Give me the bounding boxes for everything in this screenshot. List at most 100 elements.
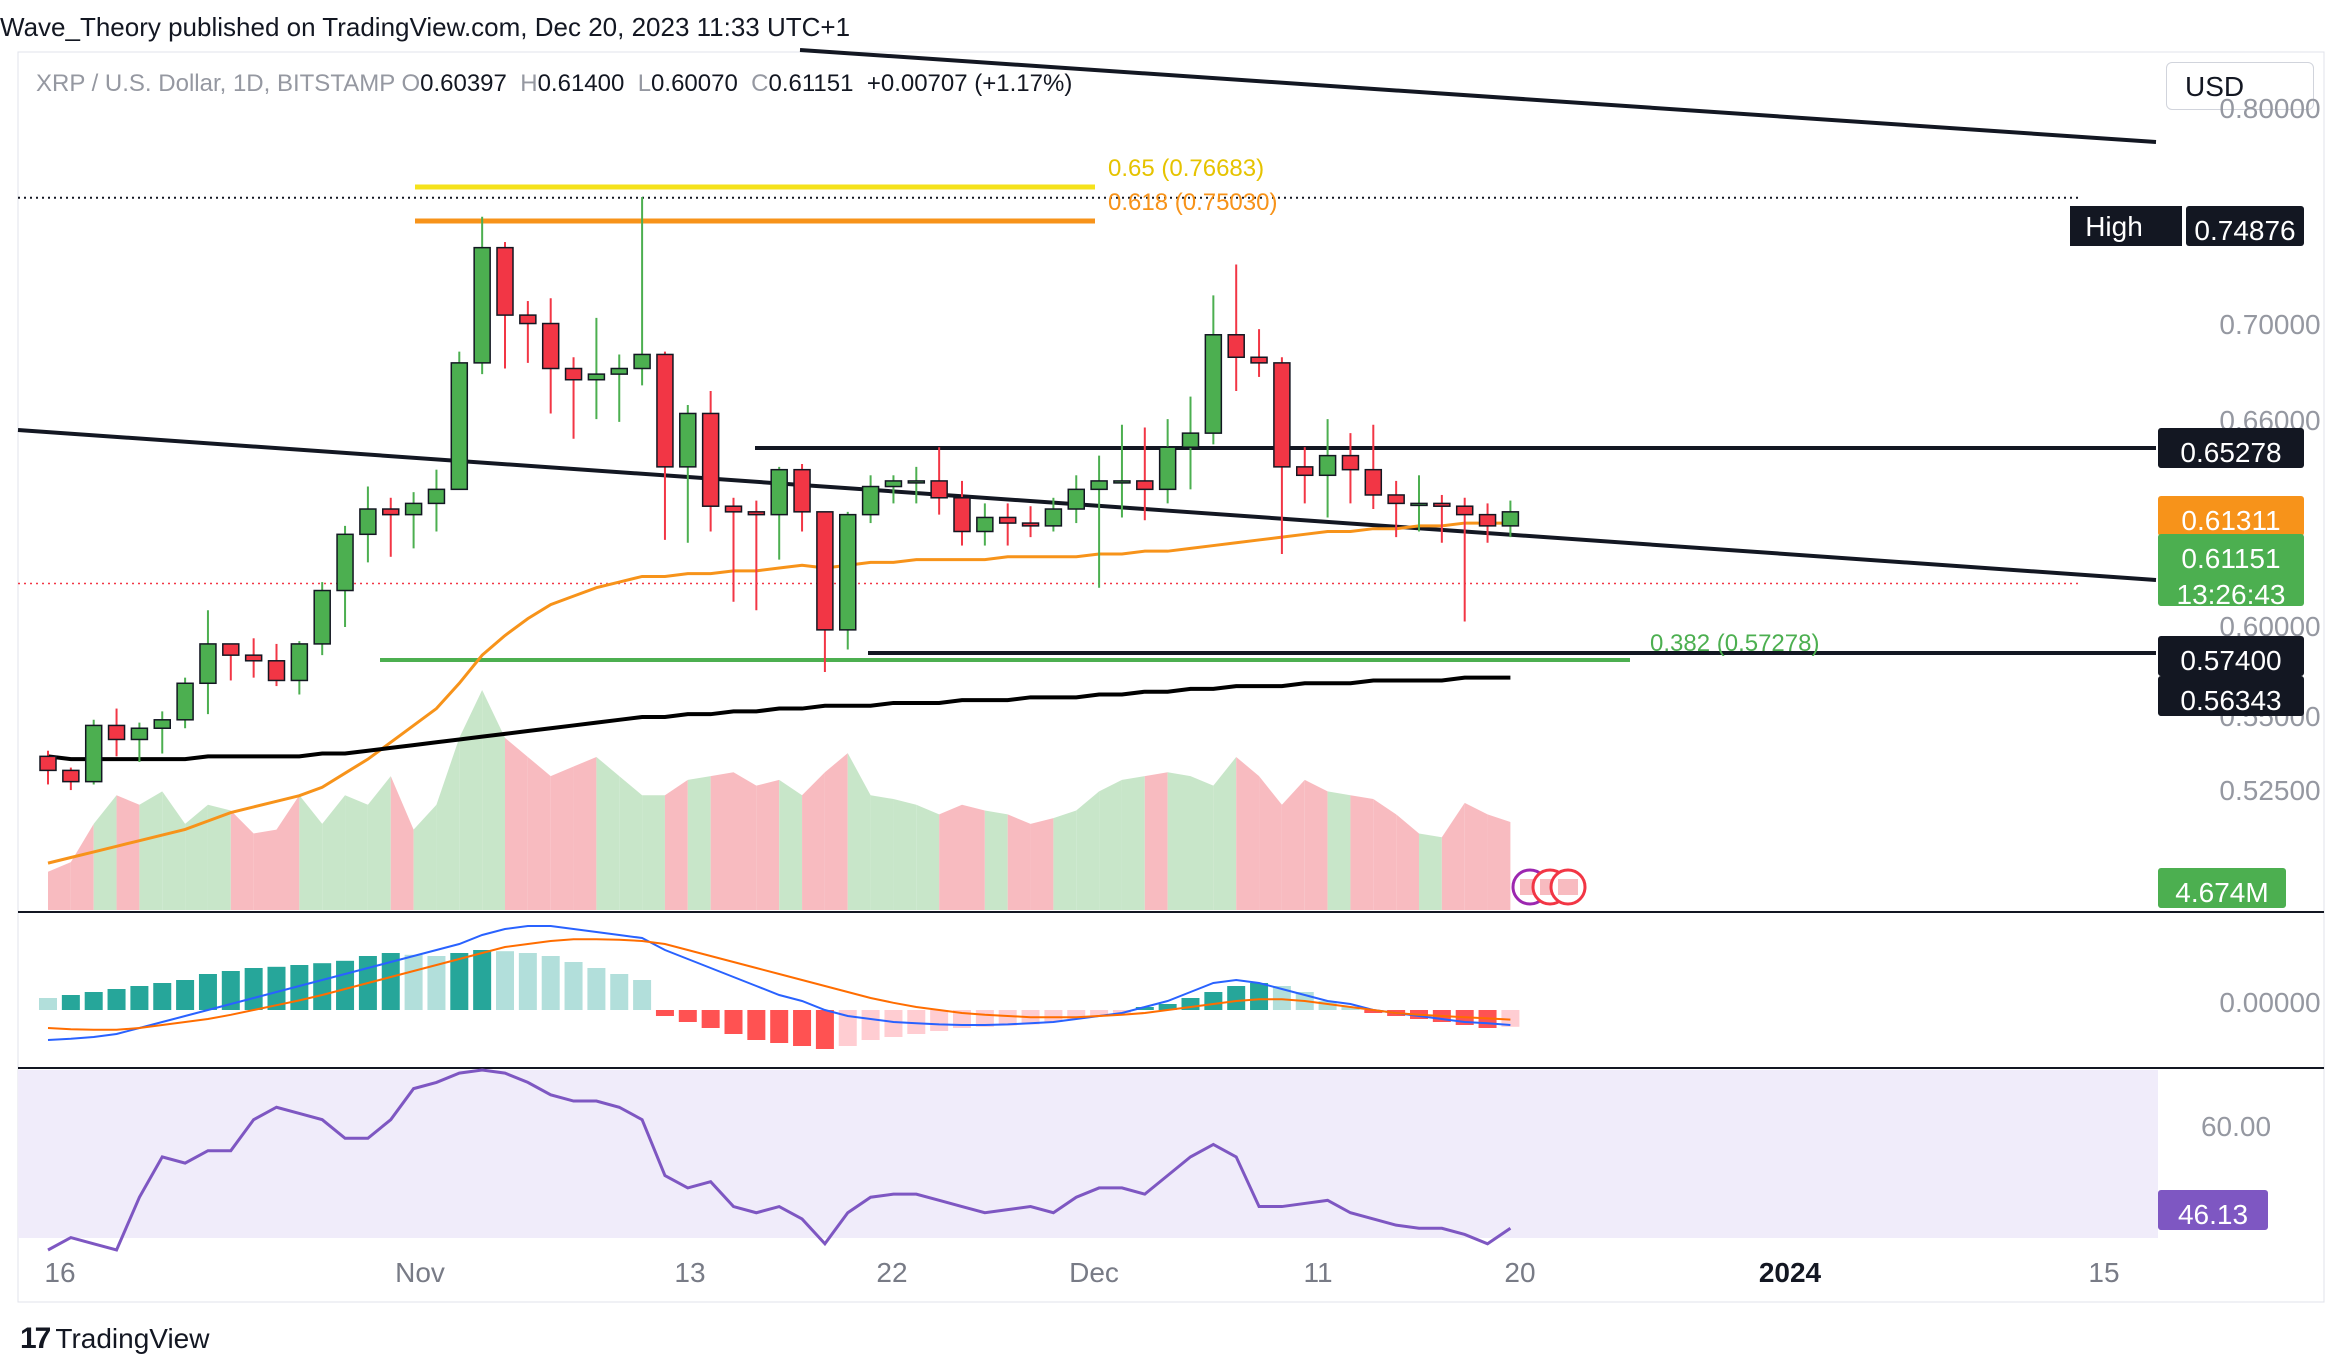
volume-tag-text: 4.674M: [2175, 877, 2268, 908]
brand-name: TradingView: [55, 1323, 210, 1354]
macd-histogram-bar: [678, 1010, 697, 1022]
candle-body: [656, 353, 674, 468]
macd-histogram-bar: [1204, 992, 1223, 1010]
candle-body: [1501, 511, 1520, 527]
candle-body: [1067, 488, 1085, 510]
macd-histogram-bar: [1272, 986, 1291, 1010]
low-label: L: [637, 70, 652, 97]
volume-area: [116, 795, 140, 910]
volume-area: [733, 772, 757, 910]
candle-body: [62, 769, 80, 783]
candle-body: [473, 246, 491, 364]
candle-body: [313, 589, 331, 645]
macd-histogram-bar: [610, 974, 629, 1010]
high-value-tag: [2186, 206, 2304, 246]
volume-tag: [2158, 868, 2286, 908]
candle-body: [1387, 494, 1405, 505]
candle-body: [1227, 334, 1245, 359]
volume-area: [1053, 810, 1077, 910]
macd-histogram-bar: [633, 980, 652, 1010]
macd-histogram-bar: [1341, 1007, 1360, 1010]
candle-body: [839, 513, 857, 631]
macd-histogram-bar: [61, 995, 80, 1010]
candle-body: [404, 502, 423, 516]
macd-histogram-bar: [381, 953, 400, 1010]
rsi-line: [47, 1068, 1512, 1252]
currency-button[interactable]: USD: [2166, 62, 2314, 110]
candle-body: [1181, 432, 1200, 448]
candle-body: [861, 485, 880, 516]
candle-body: [1136, 480, 1154, 491]
change-value: +0.00707 (+1.17%): [866, 70, 1073, 97]
candle-body: [1410, 502, 1428, 507]
symbol-name[interactable]: XRP / U.S. Dollar, 1D, BITSTAMP: [36, 70, 395, 97]
macd-histogram-bar: [655, 1010, 674, 1016]
macd-histogram-bar: [541, 956, 560, 1010]
high-value-tag-text: 0.74876: [2194, 215, 2295, 246]
candle-body: [1318, 454, 1337, 477]
volume-area: [1121, 776, 1145, 910]
volume-area: [573, 756, 597, 910]
candle-body: [427, 488, 446, 505]
macd-histogram-bar: [1364, 1010, 1383, 1013]
volume-area: [916, 804, 940, 910]
macd-histogram-bar: [930, 1010, 949, 1031]
macd-histogram-bar: [953, 1010, 971, 1028]
close-value: 0.61151: [768, 70, 854, 97]
publisher-text: Wave_Theory published on TradingView.com…: [0, 12, 851, 42]
candle-body: [679, 412, 697, 468]
candle-body: [130, 727, 149, 741]
macd-histogram-bar: [427, 956, 446, 1010]
macd-histogram-bar: [84, 992, 103, 1010]
flag-stripes-icon: [1558, 879, 1578, 895]
time-axis-tick: Dec: [1069, 1257, 1119, 1288]
volume-area: [253, 829, 277, 910]
macd-histogram-bar: [1250, 983, 1269, 1010]
price-axis-tick: 0.80000: [2219, 93, 2320, 124]
chart-frame: [17, 51, 2325, 1303]
macd-histogram-bar: [404, 954, 423, 1010]
macd-histogram-bar: [884, 1010, 903, 1037]
candle-body: [770, 468, 788, 516]
volume-area: [48, 862, 71, 910]
candle-body: [1341, 454, 1360, 471]
macd-histogram-bar: [587, 968, 606, 1010]
volume-area: [1236, 756, 1260, 910]
macd-signal-line: [47, 938, 1511, 1031]
macd-histogram-bar: [198, 974, 217, 1010]
macd-axis-tick: 0.00000: [2219, 987, 2320, 1018]
volume-area: [1487, 814, 1511, 910]
ema-line: [47, 521, 1511, 865]
macd-histogram-bar: [1067, 1010, 1086, 1019]
price-tag: [2158, 534, 2304, 606]
candle-body: [1113, 480, 1131, 484]
macd-histogram-bar: [838, 1010, 857, 1046]
macd-histogram-bar: [998, 1010, 1017, 1026]
price-tag-text: 13:26:43: [2177, 579, 2286, 610]
macd-histogram-bar: [39, 998, 57, 1010]
candle-body: [496, 246, 514, 316]
volume-area: [550, 766, 574, 910]
high-value: 0.61400: [537, 70, 625, 97]
macd-histogram-bar: [518, 953, 537, 1010]
rsi-value-tag-text: 46.13: [2178, 1199, 2248, 1230]
candle-body: [564, 367, 583, 381]
macd-histogram-bar: [907, 1010, 926, 1034]
candle-body: [793, 468, 811, 513]
tradingview-brand[interactable]: 17 TradingView: [20, 1322, 209, 1356]
tradingview-logo-icon: 17: [20, 1322, 51, 1355]
volume-area: [185, 804, 208, 910]
volume-area: [1304, 779, 1328, 910]
volume-area: [367, 776, 391, 910]
volume-area: [802, 772, 825, 910]
price-axis-tick: 0.70000: [2219, 309, 2320, 340]
candle-body: [907, 480, 926, 484]
resistance-tag-text: 0.65278: [2180, 437, 2281, 468]
rsi-value-tag: [2158, 1190, 2268, 1230]
high-tag-label: High: [2085, 211, 2143, 242]
candle-body: [587, 373, 606, 381]
time-axis-tick: 20: [1504, 1257, 1535, 1288]
macd-histogram-bar: [564, 962, 583, 1010]
candle-body: [1364, 468, 1383, 496]
